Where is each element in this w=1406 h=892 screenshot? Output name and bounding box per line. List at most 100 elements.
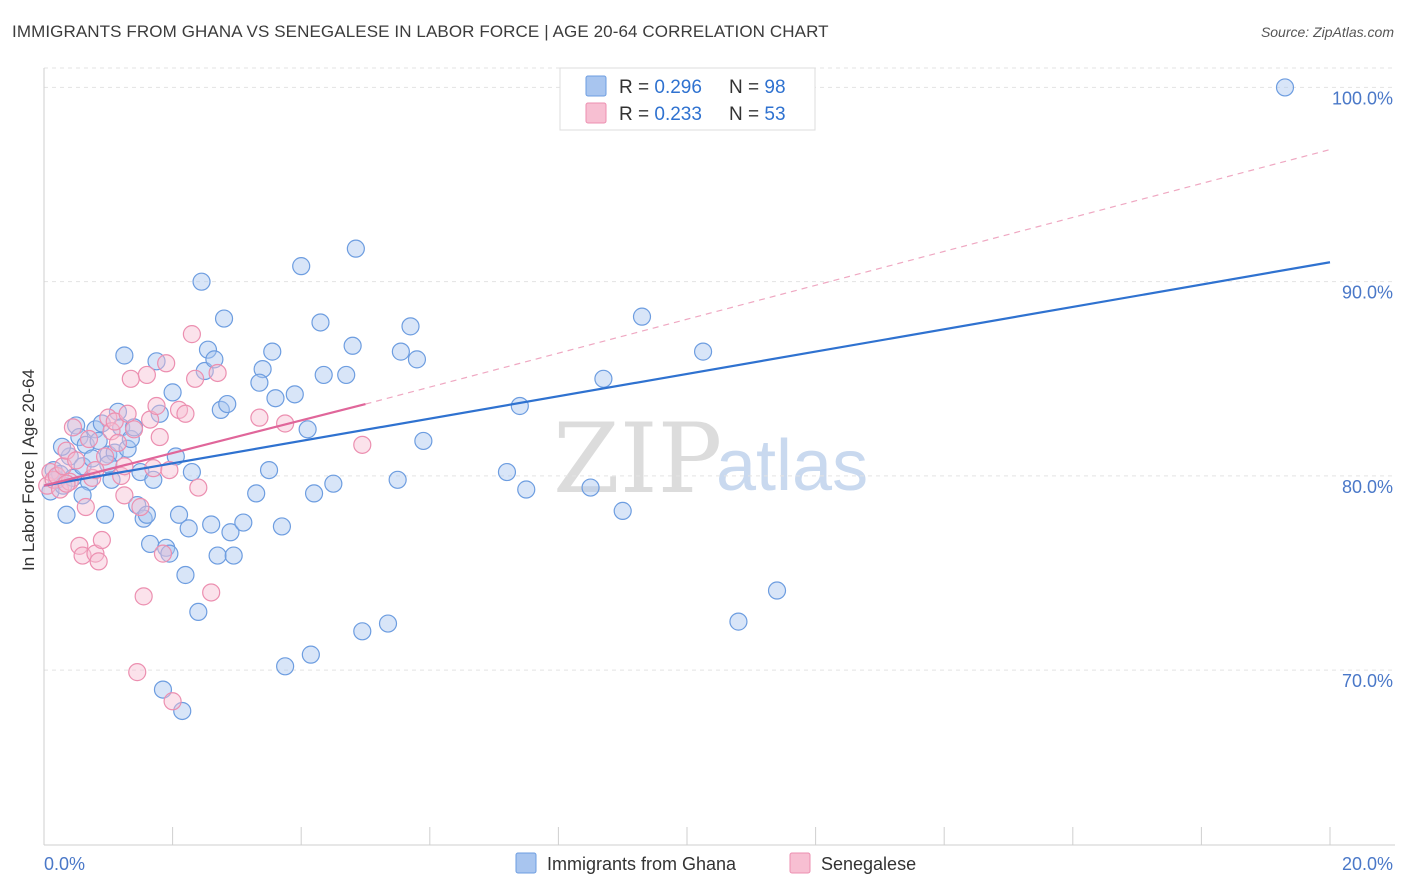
senegalese-point bbox=[147, 396, 166, 416]
axes bbox=[43, 68, 1395, 846]
ghana-point bbox=[99, 445, 118, 464]
ghana-point bbox=[693, 342, 713, 361]
bottom-legend-label-ghana: Immigrants from Ghana bbox=[547, 854, 737, 874]
senegalese-point bbox=[250, 408, 269, 427]
bottom-legend-swatch-senegalese bbox=[789, 852, 811, 874]
ghana-point bbox=[298, 420, 317, 439]
source-label: Source: ZipAtlas.com bbox=[1260, 24, 1394, 40]
senegalese-point bbox=[102, 422, 121, 441]
ghana-point bbox=[613, 501, 632, 520]
ghana-point bbox=[179, 519, 198, 538]
ghana-point bbox=[182, 462, 201, 482]
ghana-point bbox=[221, 523, 240, 542]
ghana-point bbox=[272, 517, 292, 536]
ghana-point bbox=[57, 505, 76, 524]
y-tick-label: 100.0% bbox=[1332, 88, 1393, 108]
ghana-point bbox=[247, 484, 266, 503]
senegalese-point bbox=[163, 692, 182, 711]
y-tick-label: 90.0% bbox=[1342, 283, 1393, 303]
senegalese-point bbox=[160, 460, 179, 480]
ghana-point bbox=[343, 336, 362, 355]
trend-line-senegalese bbox=[43, 402, 366, 487]
senegalese-point bbox=[57, 441, 76, 460]
ghana-point bbox=[208, 546, 227, 565]
ghana-point bbox=[95, 505, 115, 524]
senegalese-point bbox=[89, 552, 108, 571]
bottom-legend-swatch-ghana bbox=[515, 852, 537, 874]
senegalese-point bbox=[128, 663, 147, 682]
y-tick-label: 80.0% bbox=[1342, 477, 1393, 497]
ghana-point bbox=[729, 612, 748, 631]
senegalese-point bbox=[92, 530, 111, 550]
ghana-point bbox=[153, 680, 173, 699]
senegalese-point bbox=[186, 369, 205, 388]
ghana-point bbox=[497, 462, 517, 482]
senegalese-point bbox=[121, 369, 140, 388]
ghana-point bbox=[632, 307, 652, 326]
ghana-point bbox=[581, 478, 600, 497]
ghana-point bbox=[198, 340, 218, 359]
y-axis-title: In Labor Force | Age 20-64 bbox=[19, 369, 38, 571]
ghana-point bbox=[259, 460, 279, 480]
ghana-point bbox=[391, 342, 410, 361]
senegalese-point bbox=[63, 418, 83, 437]
ghana-point bbox=[163, 383, 182, 402]
trend-line-ghana bbox=[43, 261, 1331, 487]
ghana-point bbox=[353, 622, 372, 641]
senegalese-point bbox=[202, 583, 221, 602]
ghana-point bbox=[346, 239, 365, 258]
ghana-point bbox=[276, 657, 295, 676]
senegalese-point bbox=[150, 427, 169, 447]
ghana-point bbox=[173, 701, 192, 721]
trend-lines bbox=[43, 149, 1331, 487]
ghana-point bbox=[311, 313, 330, 332]
ghana-point bbox=[337, 365, 356, 385]
senegalese-point bbox=[157, 354, 176, 373]
ghana-point bbox=[263, 342, 282, 361]
ghana-point bbox=[189, 602, 208, 622]
senegalese-point bbox=[115, 486, 134, 505]
x-tick-label: 20.0% bbox=[1342, 854, 1393, 874]
ghana-point bbox=[160, 544, 179, 563]
ghana-point bbox=[224, 546, 243, 565]
ghana-point bbox=[157, 538, 176, 557]
ghana-point bbox=[1275, 78, 1295, 97]
ghana-point bbox=[250, 373, 269, 392]
ghana-point bbox=[304, 484, 324, 503]
bottom-legend: Immigrants from Ghana Senegalese bbox=[515, 852, 916, 874]
ghana-point bbox=[218, 394, 237, 414]
ghana-point bbox=[292, 257, 311, 276]
ghana-point bbox=[67, 416, 86, 435]
ghana-point bbox=[234, 513, 253, 532]
ghana-point bbox=[414, 431, 433, 451]
ghana-point bbox=[510, 396, 529, 416]
senegalese-point bbox=[134, 587, 153, 606]
ghana-point bbox=[202, 515, 221, 534]
x-tick-label: 0.0% bbox=[44, 854, 85, 874]
chart-title: IMMIGRANTS FROM GHANA VS SENEGALESE IN L… bbox=[12, 22, 829, 41]
senegalese-point bbox=[189, 478, 208, 497]
senegalese-point bbox=[76, 497, 95, 517]
legend-n-value-senegalese: 53 bbox=[764, 104, 785, 125]
ghana-point bbox=[266, 389, 285, 408]
legend-r-value-ghana: 0.296 bbox=[654, 77, 702, 98]
legend: R = 0.296 N = 98 R = 0.233 N = 53 bbox=[559, 67, 816, 131]
ghana-point bbox=[115, 346, 134, 365]
ghana-point bbox=[378, 614, 398, 633]
senegalese-point bbox=[208, 363, 227, 383]
legend-r-label: R = bbox=[619, 77, 654, 98]
ghana-point bbox=[205, 350, 224, 369]
senegalese-point bbox=[353, 435, 372, 454]
legend-row-ghana: R = 0.296 N = 98 bbox=[619, 77, 786, 98]
senegalese-point bbox=[124, 420, 144, 439]
senegalese-point bbox=[118, 404, 137, 423]
tick-labels: 70.0% 80.0% 90.0% 100.0% 0.0% 20.0% bbox=[44, 88, 1393, 874]
legend-n-label: N = bbox=[729, 104, 764, 125]
ghana-point bbox=[253, 359, 272, 379]
bottom-legend-label-senegalese: Senegalese bbox=[821, 854, 916, 874]
ghana-point bbox=[767, 581, 787, 600]
senegalese-point bbox=[131, 497, 150, 517]
senegalese-point bbox=[70, 536, 89, 555]
ghana-point bbox=[388, 470, 407, 489]
legend-row-senegalese: R = 0.233 N = 53 bbox=[619, 104, 786, 125]
